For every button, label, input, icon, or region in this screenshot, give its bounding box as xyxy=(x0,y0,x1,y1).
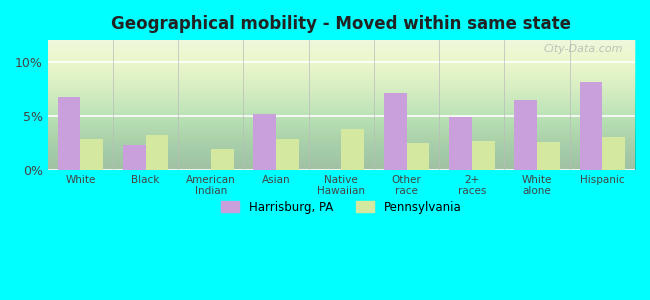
Bar xyxy=(211,149,234,170)
Bar xyxy=(603,137,625,170)
Bar xyxy=(81,139,103,170)
Bar xyxy=(537,142,560,170)
Bar xyxy=(407,143,430,170)
Title: Geographical mobility - Moved within same state: Geographical mobility - Moved within sam… xyxy=(111,15,571,33)
Bar xyxy=(514,100,537,170)
Bar xyxy=(123,145,146,170)
Legend: Harrisburg, PA, Pennsylvania: Harrisburg, PA, Pennsylvania xyxy=(216,196,466,218)
Bar xyxy=(384,93,407,170)
Bar xyxy=(254,114,276,170)
Text: City-Data.com: City-Data.com xyxy=(544,44,623,54)
Bar xyxy=(449,117,472,170)
Bar xyxy=(580,82,603,170)
Bar xyxy=(146,135,168,170)
Bar xyxy=(276,139,299,170)
Bar xyxy=(57,98,81,170)
Bar xyxy=(341,129,364,170)
Bar xyxy=(472,141,495,170)
